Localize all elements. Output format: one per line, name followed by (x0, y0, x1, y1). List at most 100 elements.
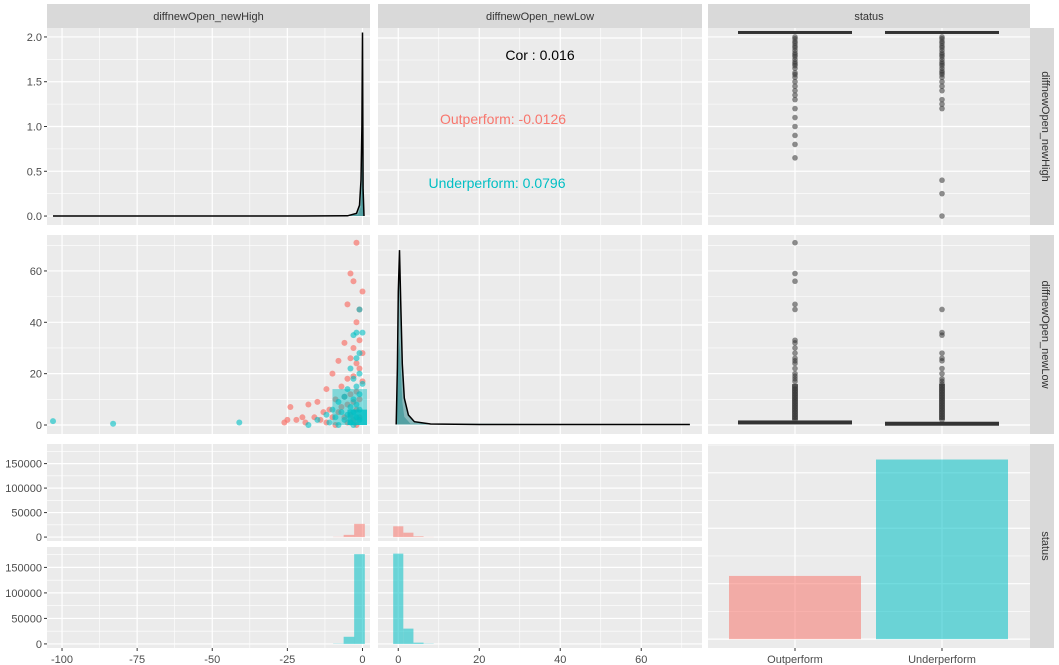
outlier-point (939, 370, 945, 377)
scatter-point-underperform (350, 332, 357, 339)
scatter-point-outperform (323, 386, 330, 393)
y-tick-label: 1.0 (27, 122, 42, 134)
y-tick-label: 40 (30, 317, 42, 329)
outlier-point (939, 78, 945, 85)
strip-label-row1: diffnewOpen_newHigh (1039, 71, 1051, 181)
outlier-point (939, 105, 945, 112)
y-tick-label: 0 (36, 420, 42, 432)
y-tick-label: 20 (30, 369, 42, 381)
strip-row3 (1030, 444, 1054, 648)
y-tick-label: 50000 (11, 613, 42, 625)
strip-label-row2: diffnewOpen_newLow (1039, 280, 1051, 388)
y-tick-label: 2.0 (27, 32, 42, 44)
x-tick-label: 0 (359, 654, 365, 665)
scatter-point-outperform (281, 419, 288, 426)
scatter-point-underperform (341, 416, 348, 423)
outlier-point (792, 306, 798, 313)
scatter-point-outperform (293, 416, 300, 423)
scatter-point-underperform (338, 409, 345, 416)
strip-label-col1: diffnewOpen_newHigh (153, 11, 263, 23)
y-tick-label: 150000 (5, 459, 42, 471)
outlier-point (939, 365, 945, 372)
scatter-point-outperform (356, 396, 363, 403)
scatter-point-underperform (350, 375, 357, 382)
strip-label-row3: status (1039, 531, 1051, 561)
scatter-point-outperform (338, 404, 345, 411)
strip-row2 (1030, 235, 1054, 434)
scatter-point-outperform (314, 398, 321, 405)
scatter-point-underperform (314, 416, 321, 423)
scatter-point-underperform (356, 350, 363, 357)
y-tick-label: 0 (36, 639, 42, 651)
panel-bg-r2c3 (708, 235, 1030, 434)
outlier-point (792, 96, 798, 103)
outlier-point (792, 278, 798, 285)
outlier-point (792, 270, 798, 277)
scatter-point-underperform (347, 404, 354, 411)
scatter-point-underperform (341, 393, 348, 400)
outlier-point (939, 74, 945, 81)
scatter-point-outperform (347, 270, 354, 277)
y-tick-label: 100000 (5, 483, 42, 495)
scatter-point-outperform (299, 414, 306, 421)
outlier-point (792, 365, 798, 372)
y-tick-label: 150000 (5, 562, 42, 574)
scatter-point-outperform (353, 239, 360, 246)
scatter-point-outperform (347, 355, 354, 362)
outlier-point (792, 378, 798, 385)
scatter-point-underperform (353, 383, 360, 390)
scatter-point-underperform (335, 398, 342, 405)
facet-gap (47, 541, 370, 547)
outlier-point (792, 123, 798, 130)
y-tick-label: 0.0 (27, 211, 42, 223)
hist-bar-underperform (393, 553, 404, 644)
hist-bar-underperform (403, 628, 414, 644)
outlier-point (792, 155, 798, 161)
outlier-point (939, 101, 945, 107)
outlier-point (792, 87, 798, 94)
scatter-point-underperform (329, 406, 336, 413)
outlier-point (792, 78, 798, 85)
outlier-point (792, 301, 798, 308)
scatter-point-outperform (356, 365, 363, 372)
x-tick-label: 20 (473, 654, 485, 665)
x-tick-label: Underperform (908, 654, 976, 665)
outlier-point (792, 114, 798, 121)
scatter-point-outperform (338, 383, 345, 390)
outlier-point (939, 358, 945, 364)
scatter-point-outperform (359, 288, 366, 295)
x-tick-label: -75 (129, 654, 145, 665)
strip-col3 (708, 4, 1030, 28)
scatter-point-outperform (350, 344, 357, 351)
outlier-point (792, 132, 798, 139)
outlier-point (792, 141, 798, 148)
hist-bar-underperform (343, 636, 355, 644)
scatter-point-underperform (335, 422, 342, 429)
outlier-point (939, 177, 945, 184)
scatter-point-underperform (356, 370, 363, 377)
outlier-point (792, 74, 798, 81)
outlier-point (939, 332, 945, 338)
density-line (395, 250, 690, 426)
correlation-overall: Cor : 0.016 (505, 47, 574, 63)
scatter-point-outperform (344, 375, 351, 382)
scatter-dense-core (347, 409, 367, 426)
outlier-point (939, 190, 945, 197)
outlier-point (792, 239, 798, 246)
scatter-point-underperform (356, 391, 363, 398)
box-Underperform (885, 30, 999, 34)
outlier-point (792, 360, 798, 367)
scatter-point-underperform (344, 386, 351, 393)
density-line (53, 32, 365, 217)
y-tick-label: 0 (36, 532, 42, 544)
scatter-point-outperform (347, 391, 354, 398)
hist-bar-underperform (354, 554, 365, 644)
scatter-point-underperform (353, 355, 360, 362)
scatter-point-underperform (110, 420, 117, 427)
outlier-stack (792, 383, 798, 420)
strip-row1 (1030, 28, 1054, 225)
bar-Outperform (729, 575, 861, 640)
scatter-point-underperform (236, 419, 243, 426)
strip-col1 (47, 4, 370, 28)
